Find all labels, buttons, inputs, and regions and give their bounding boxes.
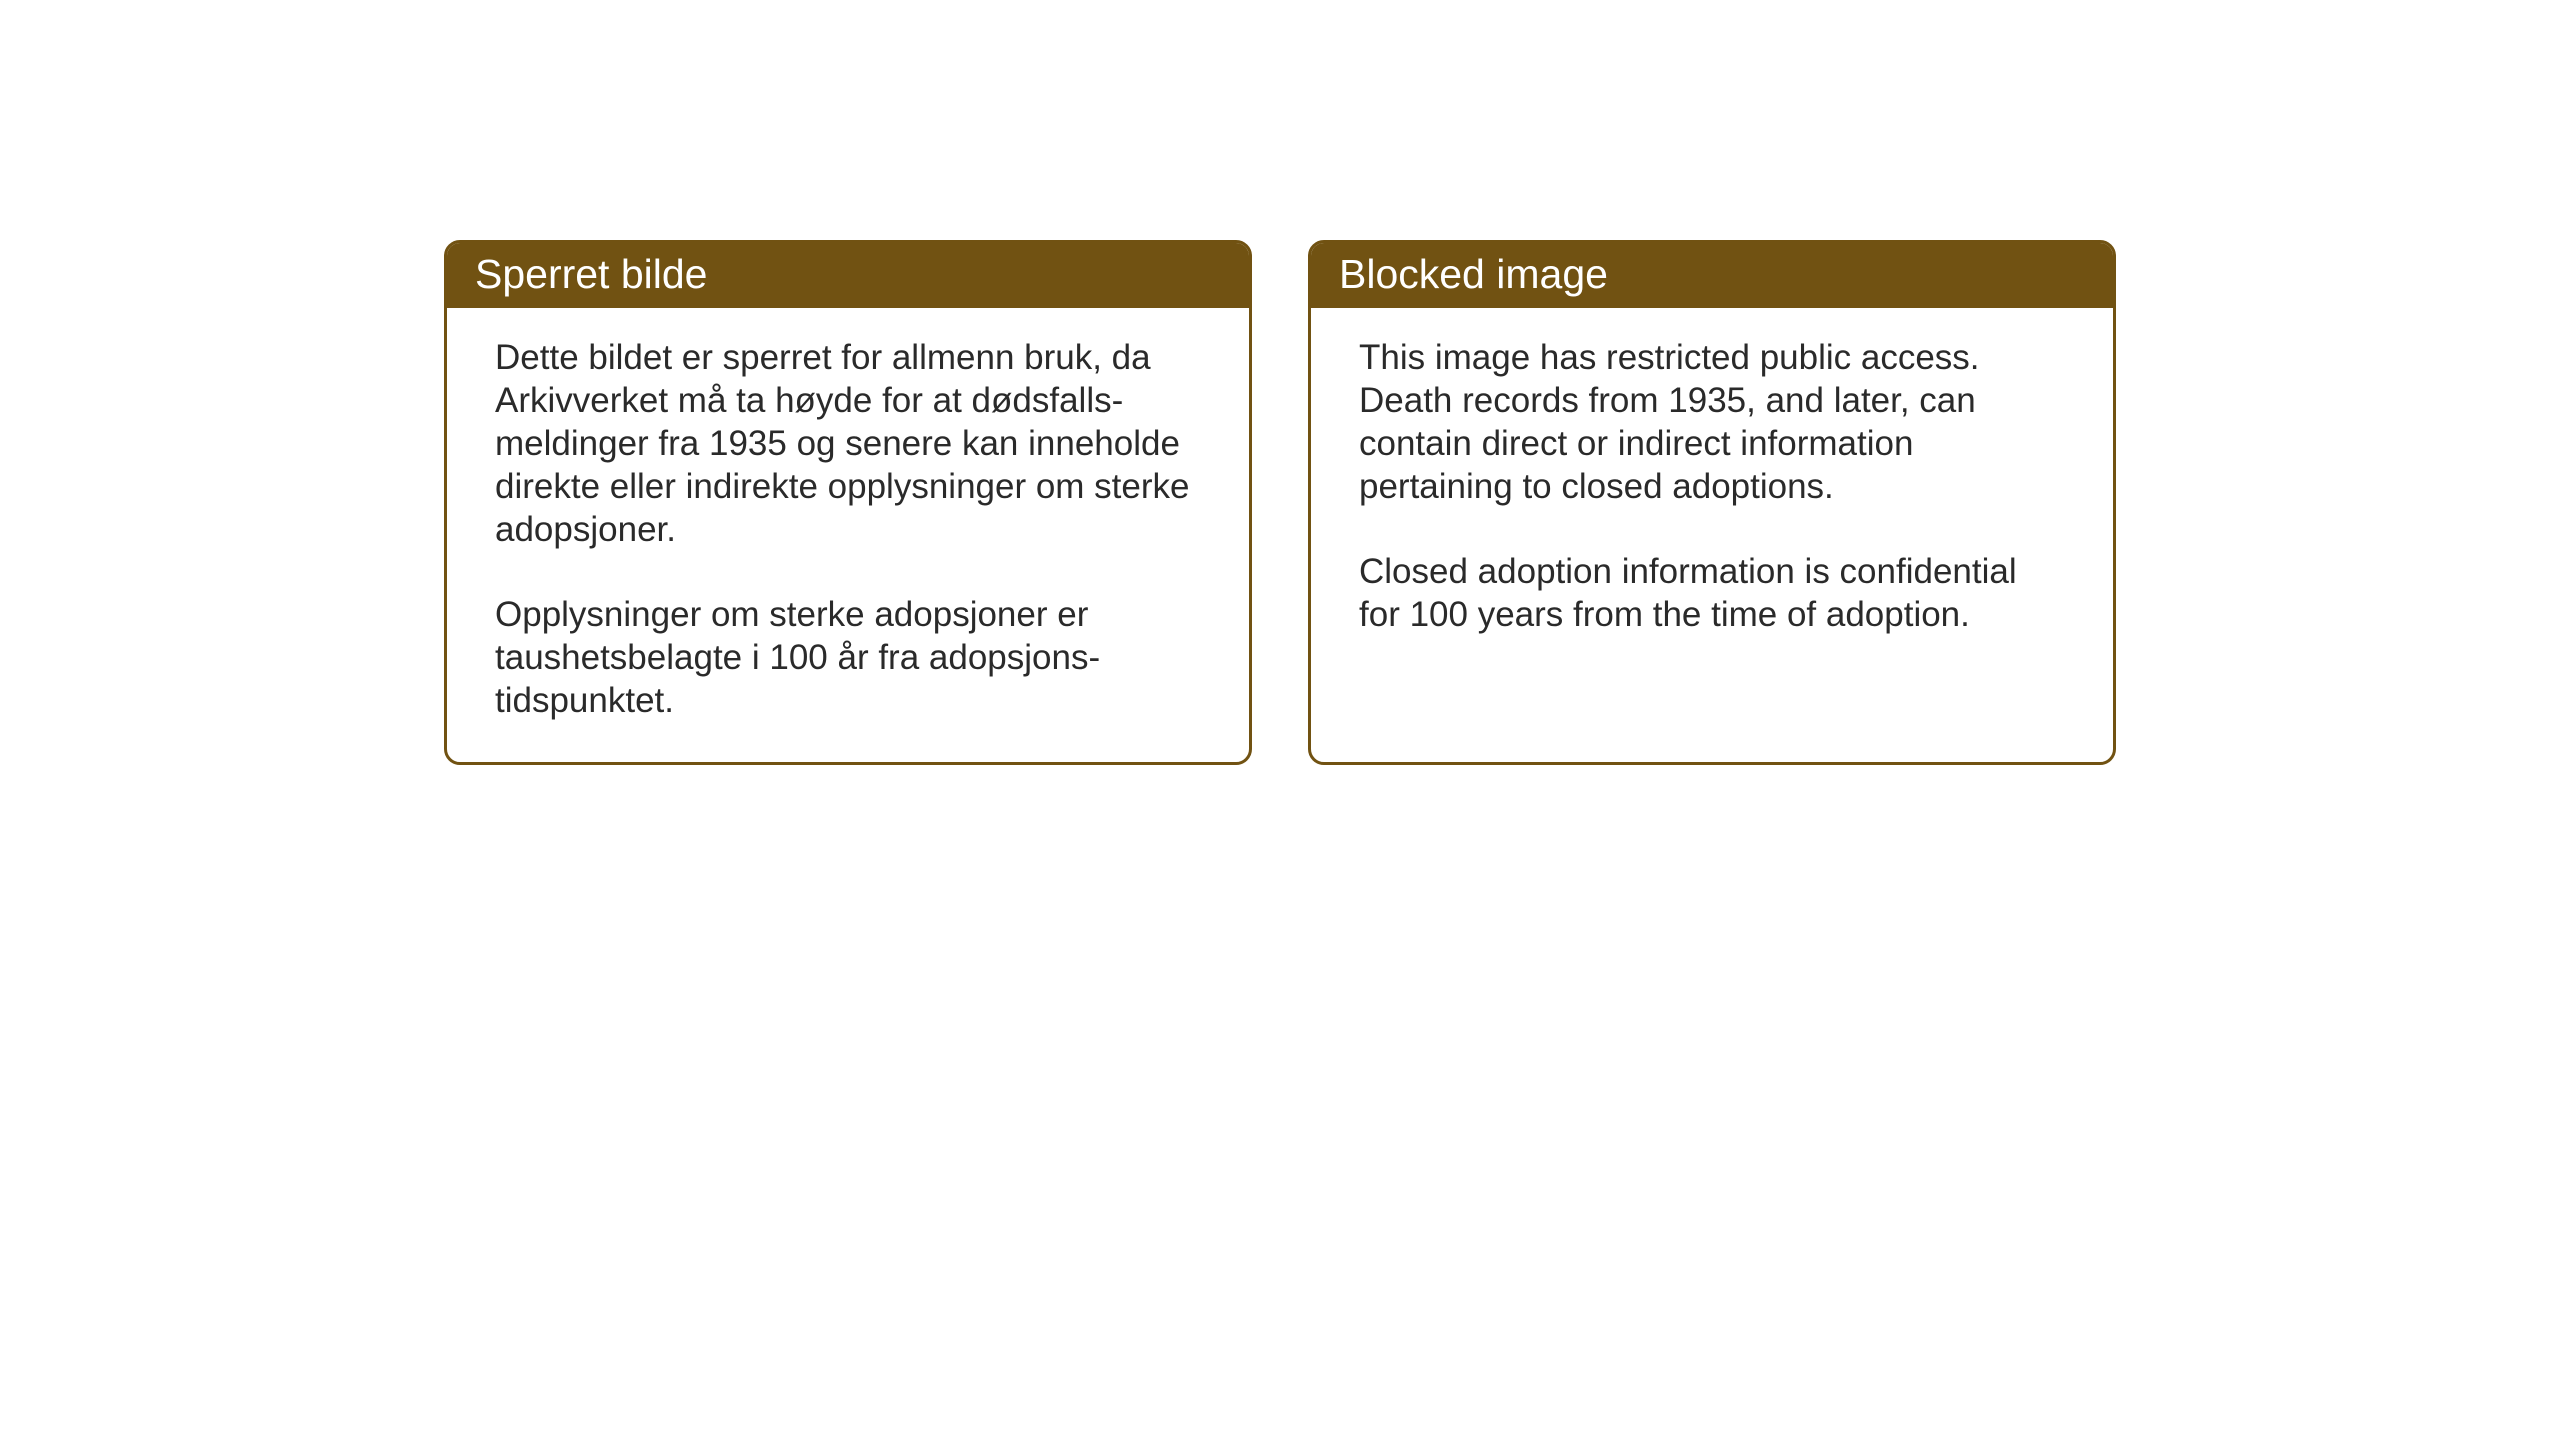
card-english-header: Blocked image bbox=[1311, 243, 2113, 308]
card-norwegian: Sperret bilde Dette bildet er sperret fo… bbox=[444, 240, 1252, 765]
card-norwegian-title: Sperret bilde bbox=[475, 251, 707, 297]
card-norwegian-header: Sperret bilde bbox=[447, 243, 1249, 308]
card-norwegian-paragraph-1: Dette bildet er sperret for allmenn bruk… bbox=[495, 336, 1201, 551]
card-english-paragraph-1: This image has restricted public access.… bbox=[1359, 336, 2065, 508]
card-norwegian-body: Dette bildet er sperret for allmenn bruk… bbox=[447, 308, 1249, 762]
card-english-body: This image has restricted public access.… bbox=[1311, 308, 2113, 708]
card-english-title: Blocked image bbox=[1339, 251, 1608, 297]
card-norwegian-paragraph-2: Opplysninger om sterke adopsjoner er tau… bbox=[495, 593, 1201, 722]
cards-container: Sperret bilde Dette bildet er sperret fo… bbox=[444, 240, 2116, 765]
card-english-paragraph-2: Closed adoption information is confident… bbox=[1359, 550, 2065, 636]
card-english: Blocked image This image has restricted … bbox=[1308, 240, 2116, 765]
